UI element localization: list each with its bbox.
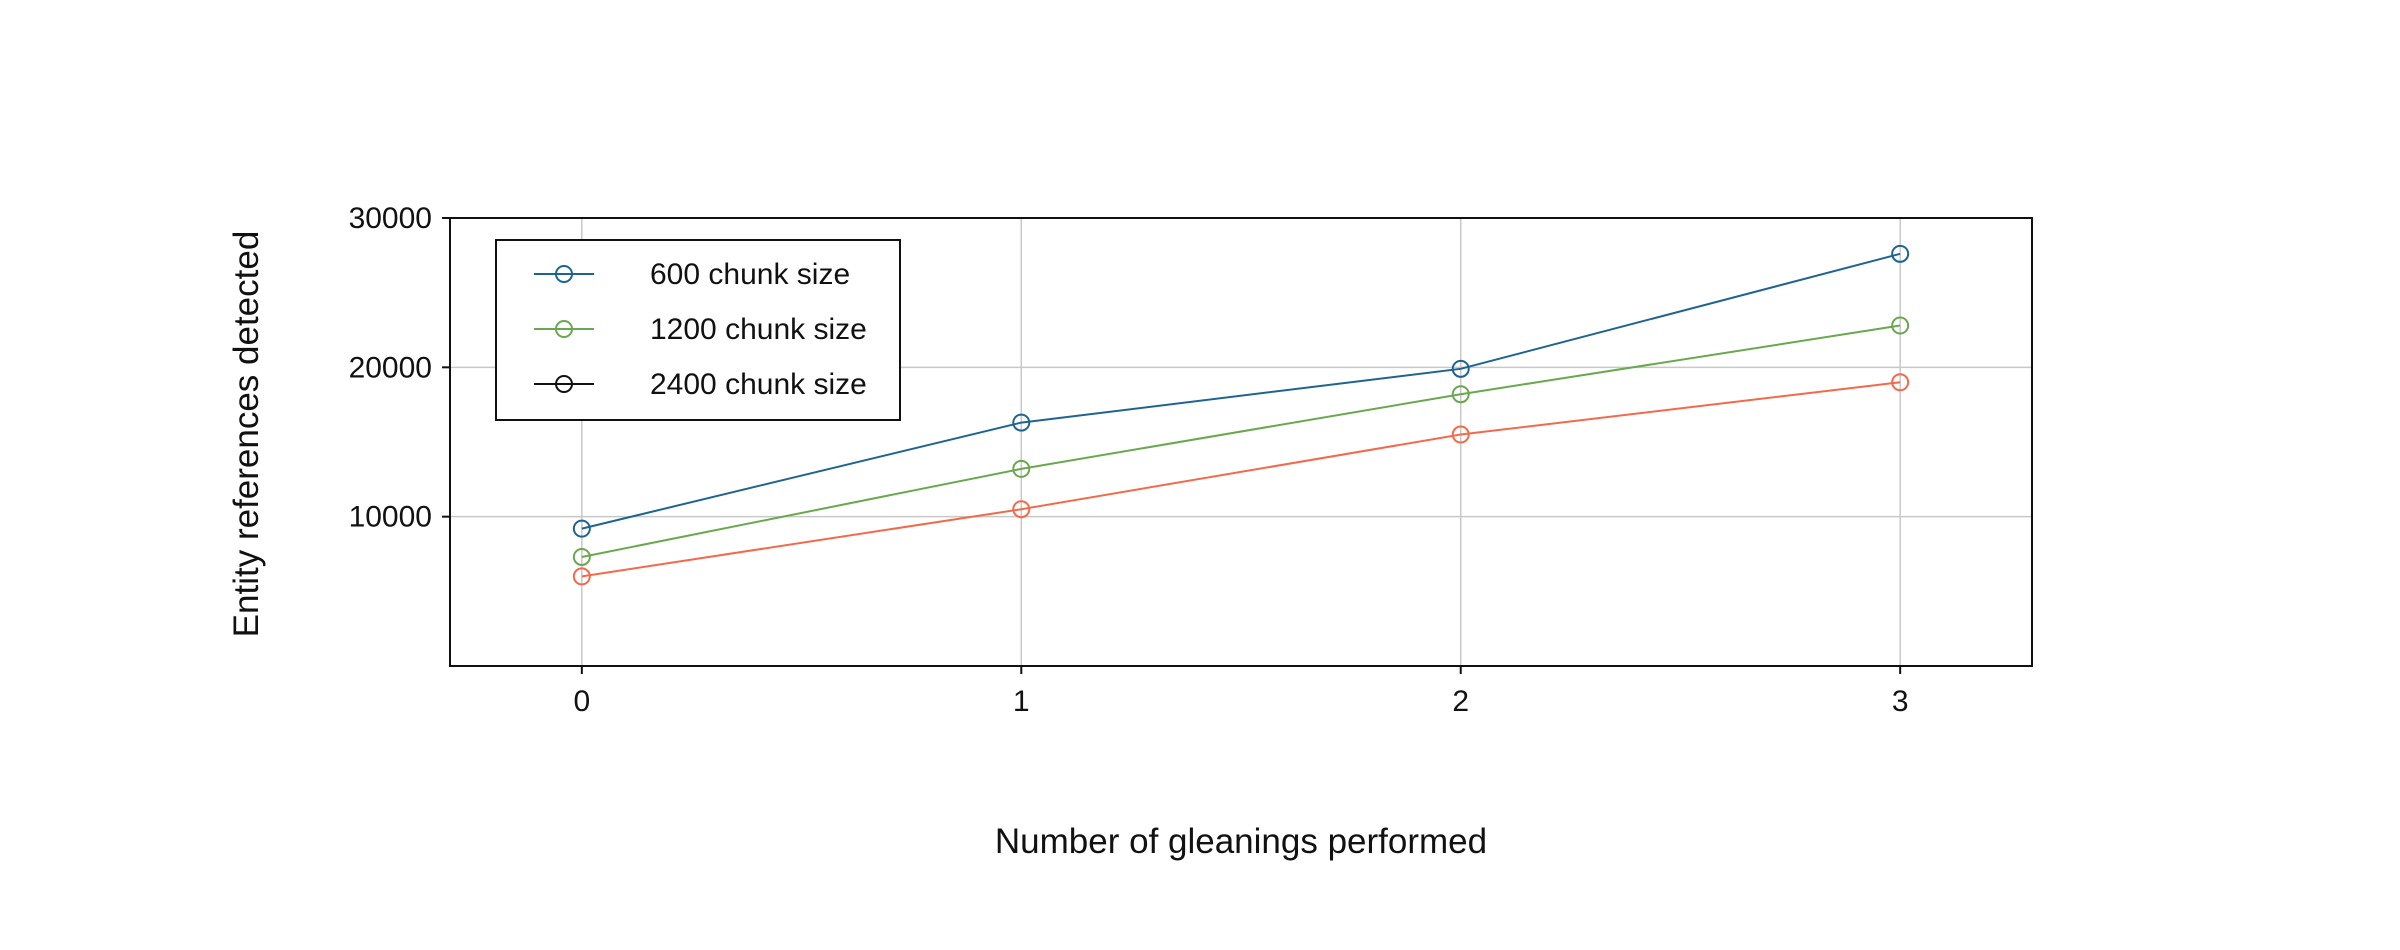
data-point — [1012, 500, 1031, 519]
series-0 — [572, 244, 1910, 538]
series-line — [581, 252, 1901, 530]
data-point — [1012, 413, 1031, 432]
y-axis-ticks: 10000 20000 30000 — [349, 202, 450, 534]
data-point — [1451, 385, 1470, 404]
legend: 600 chunk size 1200 chunk size 2400 chunk … — [495, 239, 901, 421]
y-axis-title: Entity references detected — [227, 231, 266, 638]
x-tick-label: 1 — [1013, 685, 1030, 718]
series-1 — [572, 316, 1910, 566]
legend-item: 2400 chunk size — [534, 368, 867, 401]
legend-label: 1200 chunk size — [650, 313, 867, 346]
plot-area-frame — [449, 217, 2033, 667]
data-point — [1451, 359, 1470, 378]
y-tick-label: 30000 — [349, 202, 432, 235]
data-point — [1451, 425, 1470, 444]
legend-swatch-marker — [555, 265, 573, 283]
series-2 — [572, 373, 1910, 586]
legend-swatch-marker — [555, 375, 573, 393]
data-point — [1012, 459, 1031, 478]
y-tick-label: 20000 — [349, 351, 432, 384]
data-point — [1891, 373, 1910, 392]
x-tick-label: 0 — [573, 685, 590, 718]
legend-label: 2400 chunk size — [650, 368, 867, 401]
y-tick-label: 10000 — [349, 501, 432, 534]
data-point — [1891, 316, 1910, 335]
data-point — [572, 547, 591, 566]
x-tick-label: 2 — [1452, 685, 1469, 718]
legend-label: 600 chunk size — [650, 258, 850, 291]
data-point — [572, 567, 591, 586]
series-line — [581, 381, 1901, 578]
legend-item: 600 chunk size — [534, 258, 850, 291]
legend-swatch-marker — [555, 320, 573, 338]
x-tick-label: 3 — [1892, 685, 1909, 718]
data-point — [1891, 244, 1910, 263]
data-point — [572, 519, 591, 538]
legend-item: 1200 chunk size — [534, 313, 867, 346]
series-layer — [572, 244, 1910, 586]
series-line — [581, 324, 1901, 558]
x-axis-title: Number of gleanings performed — [995, 822, 1487, 861]
x-axis-ticks: 0 1 2 3 — [573, 666, 1909, 718]
